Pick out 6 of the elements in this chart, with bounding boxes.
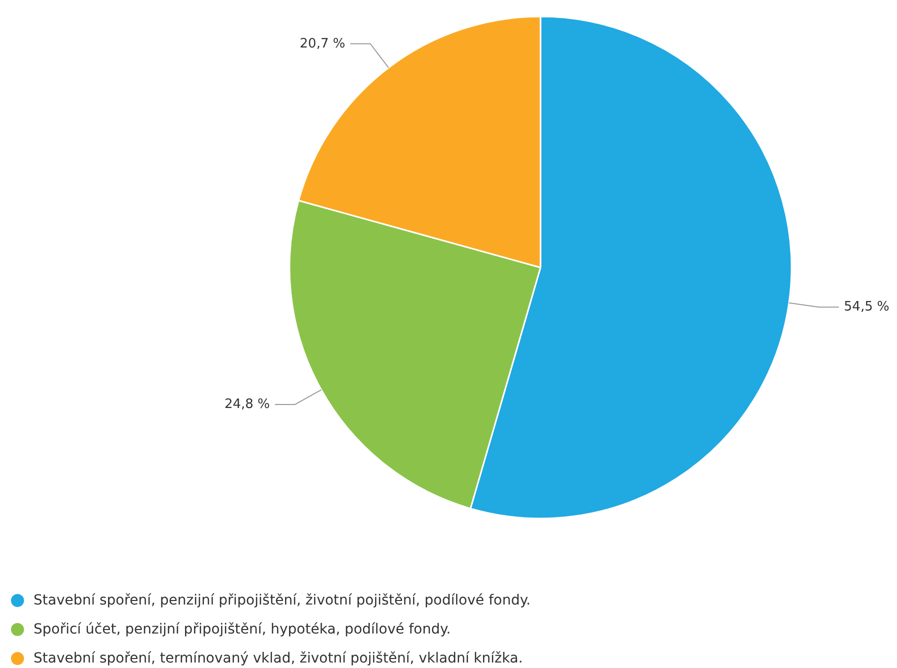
data-label: 24,8 % [224,396,270,412]
data-label: 20,7 % [300,36,346,52]
data-label: 54,5 % [844,300,890,315]
legend-label: Stavební spoření, termínovaný vklad, životní pojištění, vkladní knížka. [34,650,523,666]
legend-label: Stavební spoření, penzijní připojištění, životní pojištění, podílové fondy. [34,592,531,608]
legend-label: Spořicí účet, penzijní připojištění, hypotéka, podílové fondy. [34,622,451,638]
